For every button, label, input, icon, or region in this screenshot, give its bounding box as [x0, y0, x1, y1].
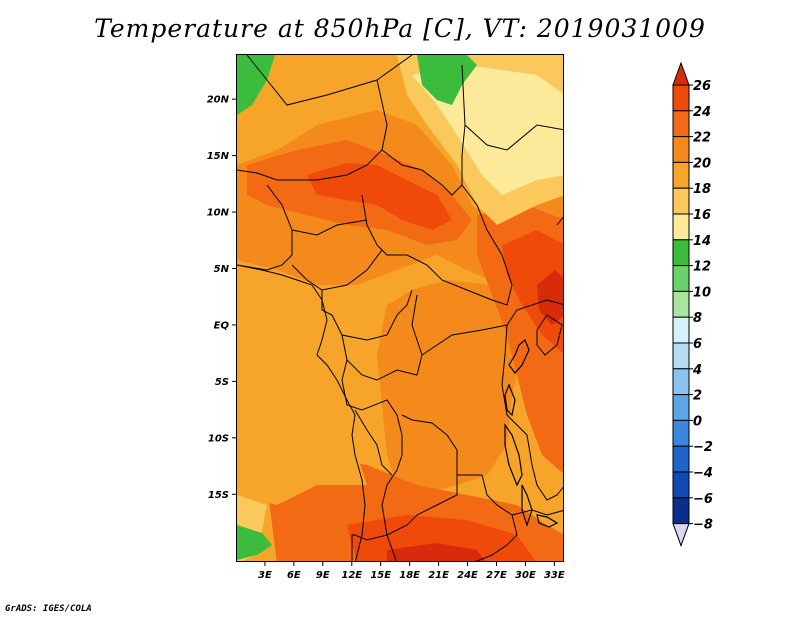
lon-tick-label: 21E: [428, 570, 449, 581]
lat-tick-label: 5S: [215, 377, 229, 388]
lon-tick-label: 33E: [544, 570, 565, 581]
temperature-field: [237, 55, 563, 561]
colorbar-label: 10: [693, 285, 711, 300]
colorbar-label: 4: [692, 363, 702, 378]
lon-tick-label: 6E: [287, 570, 301, 581]
field-sahel-24-26: [307, 163, 452, 230]
grads-credit: GrADS: IGES/COLA: [5, 604, 92, 614]
colorbar-swatch: [672, 471, 690, 499]
colorbar-label: 18: [693, 182, 711, 197]
colorbar-label: −8: [693, 518, 713, 533]
colorbar-swatch: [672, 161, 690, 189]
colorbar-bottom-arrow: [672, 523, 690, 548]
lat-tick-label: 20N: [207, 95, 230, 106]
colorbar-label: 16: [693, 208, 711, 223]
lon-tick-label: 27E: [486, 570, 507, 581]
colorbar-swatch: [672, 213, 690, 241]
colorbar-swatch: [672, 342, 690, 370]
lon-tick-label: 24E: [457, 570, 478, 581]
lon-tick-label: 3E: [258, 570, 272, 581]
colorbar-label: 8: [693, 311, 702, 326]
lon-axis: 3E 6E 9E 12E 15E 18E 21E 24E 27E 30E 33E: [258, 562, 565, 581]
lon-tick-label: 15E: [370, 570, 391, 581]
great-lakes: [504, 339, 559, 528]
lat-tick-label: 10N: [207, 208, 230, 219]
colorbar-label: −2: [693, 440, 713, 455]
field-north-18-20: [237, 55, 397, 165]
colorbar-swatch: [672, 419, 690, 447]
lon-tick-label: 30E: [515, 570, 536, 581]
field-green-nw: [237, 55, 275, 115]
field-east-24-26: [502, 230, 563, 354]
colorbar-swatch: [672, 239, 690, 267]
colorbar-label: 6: [693, 337, 702, 352]
lat-tick-label: EQ: [214, 320, 230, 331]
colorbar-swatch: [672, 445, 690, 473]
field-atlantic-18-20: [237, 265, 367, 505]
lat-tick-label: 15N: [207, 151, 230, 162]
lat-tick-label: 10S: [208, 433, 229, 444]
colorbar-label: 0: [693, 414, 702, 429]
country-borders: [237, 55, 563, 561]
colorbar-swatch: [672, 187, 690, 215]
map-panel: [236, 54, 564, 562]
colorbar-swatch: [672, 136, 690, 163]
field-south-26: [387, 543, 486, 561]
field-central-20-22: [377, 280, 522, 495]
colorbar-swatch: [672, 316, 690, 344]
lat-tick-label: 5N: [214, 264, 230, 275]
colorbar-swatch: [672, 290, 690, 318]
colorbar-swatch: [672, 394, 690, 421]
colorbar-label: 24: [693, 105, 711, 120]
field-green-sw: [237, 525, 272, 560]
lat-tick-label: 15S: [208, 490, 229, 501]
colorbar-label: 14: [693, 234, 711, 249]
colorbar-label: 12: [693, 260, 711, 275]
colorbar-label: −6: [693, 492, 713, 507]
colorbar-label: 20: [693, 156, 711, 171]
map-title: Temperature at 850hPa [C], VT: 201903100…: [94, 14, 706, 43]
field-east-26: [537, 270, 563, 325]
colorbar-swatch: [672, 110, 690, 138]
colorbar-label: −4: [693, 466, 713, 481]
colorbar-swatch: [672, 265, 690, 292]
colorbar-top-arrow: [672, 61, 690, 86]
colorbar-swatch: [672, 84, 690, 112]
colorbar-swatch: [672, 368, 690, 396]
west-coastline: [237, 264, 366, 561]
colorbar-swatch: [672, 497, 690, 525]
lat-axis: 20N 15N 10N 5N EQ 5S 10S 15S: [207, 95, 236, 501]
lon-tick-label: 9E: [316, 570, 330, 581]
lon-tick-label: 18E: [399, 570, 420, 581]
colorbar-label: 22: [693, 131, 711, 146]
colorbar-label: 2: [693, 389, 702, 404]
lon-tick-label: 12E: [341, 570, 362, 581]
colorbar-label: 26: [693, 79, 711, 94]
